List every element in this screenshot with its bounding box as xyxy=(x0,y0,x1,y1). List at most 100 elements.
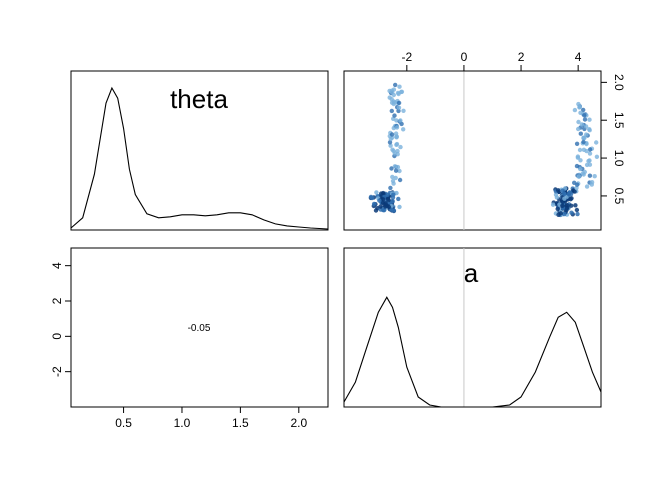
scatter-point xyxy=(584,184,590,189)
scatter-point xyxy=(556,188,561,193)
scatter-point xyxy=(387,140,393,145)
scatter-point xyxy=(578,166,583,172)
left-axis-tick-label: -2 xyxy=(50,366,64,377)
scatter-point xyxy=(577,147,583,153)
scatter-point xyxy=(389,207,394,212)
right-axis-tick-label: 1.5 xyxy=(612,112,626,129)
scatter-point xyxy=(587,117,592,122)
scatter-point xyxy=(558,211,563,216)
scatter-point xyxy=(572,107,578,113)
scatter-point xyxy=(582,135,587,141)
theta-density-curve xyxy=(70,86,329,230)
scatter-point xyxy=(393,82,398,88)
left-axis-tick-label: 0 xyxy=(50,333,64,340)
scatter-point xyxy=(554,195,560,200)
scatter-point xyxy=(594,154,600,159)
scatter-point xyxy=(397,177,403,183)
scatter-point xyxy=(391,92,396,98)
scatter-point xyxy=(573,203,578,208)
scatter-point xyxy=(572,189,577,194)
scatter-point xyxy=(388,143,393,148)
scatter-point xyxy=(569,210,574,215)
scatter-point xyxy=(394,134,399,139)
a-diagonal-label: a xyxy=(464,258,479,288)
scatter-point xyxy=(567,190,572,195)
scatter-point xyxy=(586,158,591,164)
bottom-axis-tick-label: 1.5 xyxy=(232,416,249,430)
scatter-point xyxy=(377,198,382,203)
scatter-point xyxy=(388,136,393,142)
a-density-curve xyxy=(343,296,602,408)
scatter-point xyxy=(584,132,589,137)
scatter-point xyxy=(392,113,397,118)
right-axis-tick-label: 0.5 xyxy=(612,188,626,205)
scatter-point xyxy=(560,203,565,208)
scatter-point xyxy=(389,166,394,171)
scatter-point xyxy=(371,201,377,207)
scatter-point xyxy=(584,148,589,154)
scatter-point xyxy=(378,204,383,209)
scatter-point xyxy=(391,192,396,197)
scatter-point xyxy=(393,175,398,181)
scatter-point xyxy=(395,164,401,170)
scatter-point xyxy=(587,173,593,178)
a-density-group xyxy=(343,248,602,408)
bottom-axis-tick-label: 0.5 xyxy=(115,416,132,430)
scatter-point xyxy=(550,202,556,207)
bottom-axis-tick-label: 2.0 xyxy=(290,416,307,430)
scatter-point xyxy=(587,127,592,132)
scatter-point xyxy=(577,105,582,110)
scatter-point xyxy=(401,127,406,132)
scatter-point xyxy=(583,124,589,129)
scatter-point xyxy=(389,108,394,114)
scatter-point xyxy=(394,125,400,130)
scatter-points-group xyxy=(368,71,600,230)
scatter-point xyxy=(393,168,399,173)
scatter-point xyxy=(385,192,390,197)
scatter-point xyxy=(569,196,574,201)
scatter-point xyxy=(589,180,595,185)
scatter-point xyxy=(386,198,391,203)
axes-group: -2 0 2 4 0.5 1.0 1.5 2.0 0.5 1.0 1.5 2.0 -2 0 2 4 xyxy=(50,50,626,430)
scatter-point xyxy=(592,174,597,179)
scatter-point xyxy=(401,108,406,114)
scatter-point xyxy=(388,185,393,191)
scatter-point xyxy=(379,191,384,196)
scatter-point xyxy=(389,97,394,102)
scatter-point xyxy=(395,90,401,96)
scatter-point xyxy=(381,208,387,213)
scatter-point xyxy=(576,119,581,125)
scatter-point xyxy=(394,141,400,147)
scatter-point xyxy=(581,172,586,177)
scatter-point xyxy=(574,141,580,146)
scatter-point xyxy=(587,162,593,167)
scatter-point xyxy=(581,107,586,113)
scatter-point xyxy=(387,88,392,94)
theta-diagonal-label: theta xyxy=(170,84,228,114)
scatter-point xyxy=(562,211,567,217)
theta-density-group xyxy=(70,86,329,230)
scatter-point xyxy=(576,126,581,132)
scatter-point xyxy=(398,144,403,150)
scatter-point xyxy=(576,174,582,179)
scatter-point xyxy=(390,147,395,152)
scatter-point xyxy=(578,110,583,116)
scatter-point xyxy=(587,151,593,156)
scatter-point xyxy=(386,204,392,210)
scatter-point xyxy=(587,147,593,152)
scatter-point xyxy=(399,89,405,95)
scatter-point xyxy=(575,155,581,160)
scatter-point xyxy=(569,203,574,208)
scatter-point xyxy=(560,188,565,193)
scatter-point xyxy=(562,196,567,201)
right-axis-tick-label: 1.0 xyxy=(612,150,626,167)
top-axis-tick-label: 0 xyxy=(461,50,468,64)
scatter-point xyxy=(582,117,588,122)
scatter-point xyxy=(373,208,379,213)
scatter-point xyxy=(594,140,599,145)
scatter-point xyxy=(389,132,395,137)
scatter-point xyxy=(574,207,580,213)
scatter-point xyxy=(390,174,395,180)
scatter-point xyxy=(581,139,586,145)
scatter-point xyxy=(575,211,580,217)
